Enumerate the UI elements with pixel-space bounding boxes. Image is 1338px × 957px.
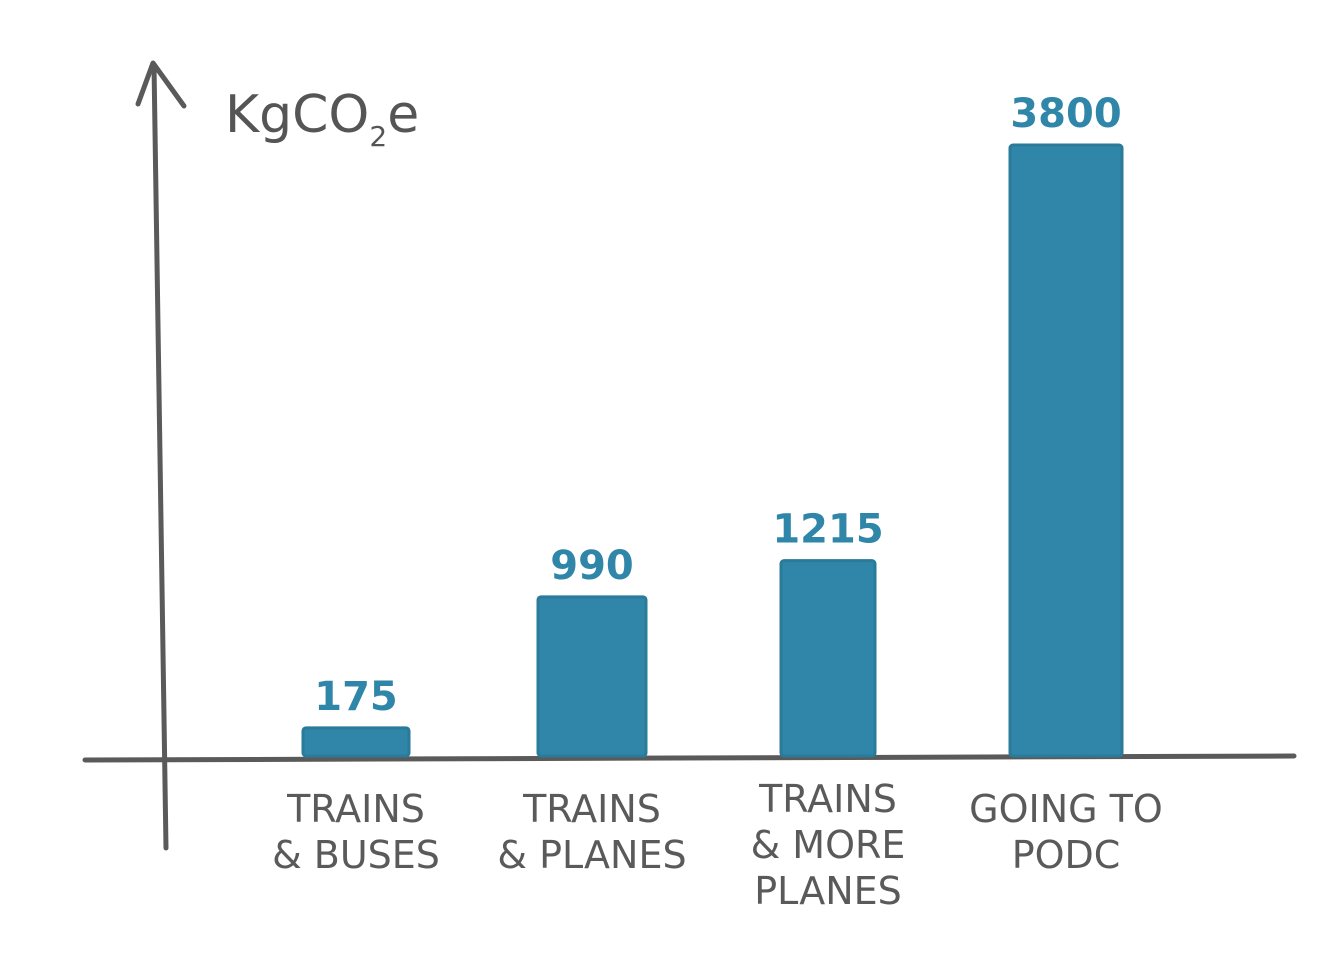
category-label-4-line-1: GOING TO [969, 787, 1163, 831]
category-label-4: GOING TO PODC [969, 787, 1163, 877]
data-label-4: 3800 [1010, 91, 1121, 137]
category-label-2-line-1: TRAINS [522, 787, 661, 831]
category-label-1-line-2: & BUSES [272, 833, 440, 877]
y-axis [151, 62, 169, 851]
y-axis-label: KgCO2e [225, 85, 419, 153]
category-label-2: TRAINS & PLANES [497, 787, 686, 877]
bar-4 [1008, 143, 1124, 758]
bar-3 [779, 559, 877, 758]
data-label-2: 990 [550, 543, 634, 589]
category-label-3-line-2: & MORE [751, 823, 906, 867]
bars-group [301, 143, 1124, 758]
category-label-3: TRAINS & MORE PLANES [751, 777, 906, 913]
category-label-4-line-2: PODC [1012, 833, 1121, 877]
y-axis-label-tail: e [387, 85, 419, 145]
bar-1 [301, 726, 411, 758]
y-axis-arrow [135, 60, 187, 109]
bar-2 [536, 595, 648, 758]
data-label-1: 175 [314, 674, 398, 720]
category-label-2-line-2: & PLANES [497, 833, 686, 877]
category-label-3-line-1: TRAINS [758, 777, 897, 821]
category-label-1-line-1: TRAINS [286, 787, 425, 831]
data-label-3: 1215 [772, 507, 883, 553]
y-axis-label-main: KgCO [225, 85, 369, 145]
data-labels-group: 175 990 1215 3800 [314, 91, 1121, 720]
category-label-3-line-3: PLANES [754, 869, 902, 913]
category-label-1: TRAINS & BUSES [272, 787, 440, 877]
y-axis-label-sub: 2 [369, 120, 387, 153]
